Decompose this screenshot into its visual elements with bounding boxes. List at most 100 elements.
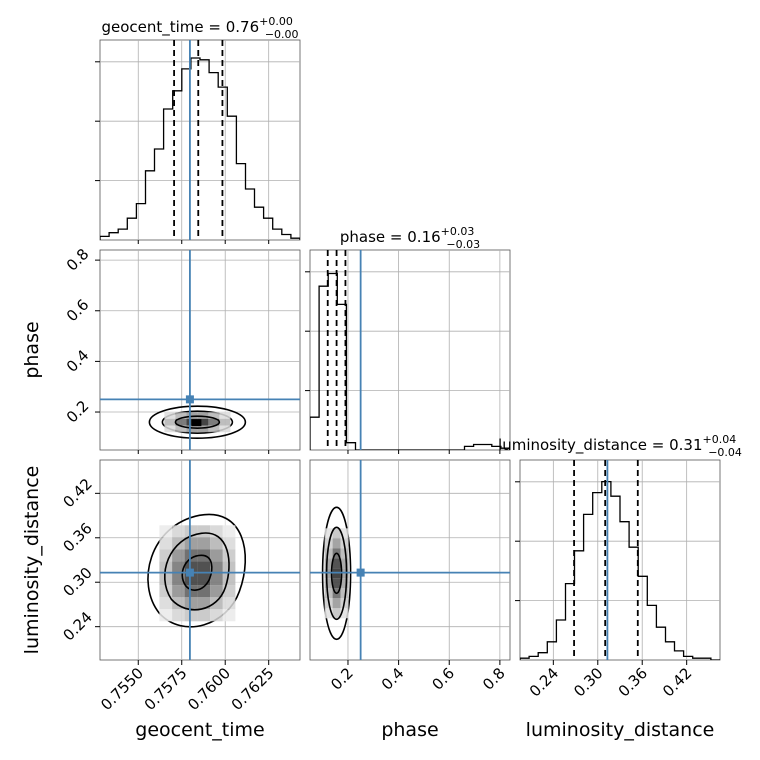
scatter-point [212,0,214,1]
scatter-point [342,0,344,1]
scatter-point [203,0,205,1]
scatter-point [217,0,219,1]
scatter-point [489,0,491,1]
scatter-point [338,0,340,1]
scatter-point [207,0,209,1]
scatter-point [200,0,202,1]
scatter-point [486,0,488,1]
scatter-point [507,0,509,1]
scatter-point [481,0,483,1]
scatter-point [183,0,185,1]
scatter-point [471,0,473,1]
scatter-point [124,0,126,1]
scatter-point [158,0,160,1]
scatter-point [186,0,188,1]
scatter-point [230,0,232,1]
scatter-point [150,0,152,1]
scatter-point [341,0,343,1]
scatter-point [340,0,342,1]
scatter-point [234,0,236,1]
scatter-point [168,0,170,1]
scatter-point [190,0,192,1]
scatter-point [224,0,226,1]
scatter-point [226,0,228,1]
scatter-point [177,0,179,1]
scatter-point [185,0,187,1]
scatter-point [214,0,216,1]
scatter-point [332,0,334,1]
scatter-point [340,0,342,1]
scatter-point [220,0,222,1]
scatter-point [209,0,211,1]
scatter-point [202,0,204,1]
scatter-point [260,0,262,1]
scatter-point [335,0,337,1]
scatter-point [495,0,497,1]
scatter-point [223,0,225,1]
scatter-point [187,0,189,1]
scatter-point [209,0,211,1]
title-luminosity-distance-text: luminosity_distance = 0.31 [498,436,702,455]
scatter-point [254,0,256,1]
scatter-point [334,0,336,1]
scatter-point [192,0,194,1]
scatter-point [159,0,161,1]
scatter-point [147,0,149,1]
density-cell [172,609,185,621]
scatter-point [177,0,179,1]
scatter-point [204,0,206,1]
scatter-point [197,0,199,1]
scatter-point [176,0,178,1]
scatter-point [335,0,337,1]
scatter-point [482,0,484,1]
scatter-point [174,0,176,1]
scatter-point [186,0,188,1]
scatter-point [217,0,219,1]
scatter-point [474,0,476,1]
scatter-point [325,0,327,1]
scatter-point [348,0,350,1]
scatter-point [123,0,125,1]
scatter-point [170,0,172,1]
scatter-point [205,0,207,1]
scatter-point [475,0,477,1]
scatter-point [212,0,214,1]
scatter-point [328,0,330,1]
scatter-point [246,0,248,1]
scatter-point [193,0,195,1]
scatter-point [172,0,174,1]
scatter-point [177,0,179,1]
scatter-point [161,0,163,1]
scatter-point [166,0,168,1]
scatter-point [266,0,268,1]
density-cell [219,426,230,433]
scatter-point [348,0,350,1]
scatter-point [198,0,200,1]
scatter-point [330,0,332,1]
scatter-point [171,0,173,1]
scatter-point [329,0,331,1]
scatter-point [232,0,234,1]
scatter-point [216,0,218,1]
scatter-point [333,0,335,1]
scatter-point [235,0,237,1]
scatter-point [236,0,238,1]
scatter-point [337,0,339,1]
scatter-point [475,0,477,1]
scatter-point [216,0,218,1]
scatter-point [227,0,229,1]
scatter-point [203,0,205,1]
scatter-point [335,0,337,1]
scatter-point [332,0,334,1]
scatter-point [218,0,220,1]
scatter-point [202,0,204,1]
scatter-point [331,0,333,1]
title-phase-minus: −0.03 [446,238,480,251]
scatter-point [331,0,333,1]
scatter-point [202,0,204,1]
scatter-point [222,0,224,1]
scatter-point [339,0,341,1]
scatter-point [490,0,492,1]
scatter-point [237,0,239,1]
scatter-point [123,0,125,1]
